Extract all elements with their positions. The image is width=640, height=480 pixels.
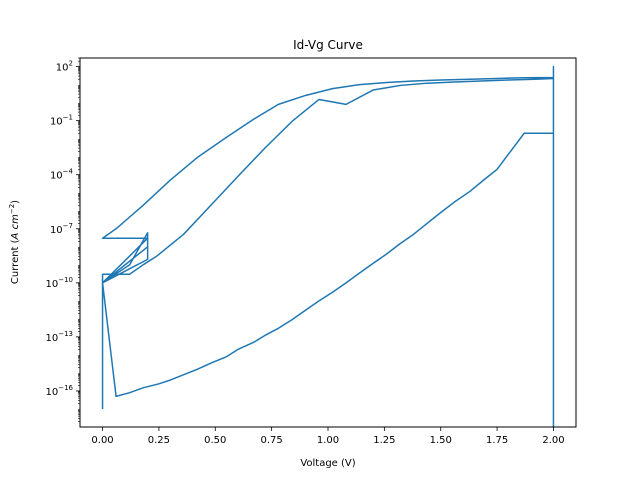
- x-tick-label: 1.50: [430, 435, 452, 446]
- y-tick-label: 10−1: [50, 114, 73, 128]
- x-tick-label: 0.25: [148, 435, 170, 446]
- x-tick-label: 0.50: [204, 435, 226, 446]
- y-tick-label: 10−16: [45, 384, 73, 398]
- plot-line-layer: [101, 65, 555, 428]
- x-tick-label: 2.00: [542, 435, 564, 446]
- y-axis-label-suffix: ): [10, 200, 21, 204]
- x-tick-label: 1.25: [373, 435, 395, 446]
- y-tick-label: 10−10: [45, 276, 73, 290]
- y-tick-label: 10−4: [50, 168, 74, 182]
- x-axis-label: Voltage (V): [300, 458, 355, 469]
- y-axis-label: Current (A cm−2): [8, 200, 21, 284]
- y-tick-label: 102: [56, 60, 73, 74]
- y-tick-label: 10−13: [45, 330, 73, 344]
- x-tick-label: 0.75: [261, 435, 283, 446]
- y-axis-label-prefix: Current (: [10, 239, 21, 284]
- y-axis-label-unit-cm: cm: [10, 214, 21, 229]
- x-axis-ticks: 0.00 0.25 0.50 0.75 1.00 1.25 1.50 1.75 2.00: [91, 427, 565, 446]
- chart-title: Id-Vg Curve: [293, 38, 363, 52]
- y-tick-label: 10−7: [50, 222, 73, 236]
- series-line-0: [101, 65, 555, 428]
- x-tick-label: 1.00: [317, 435, 339, 446]
- y-axis-label-unit-a: A: [10, 232, 21, 240]
- x-tick-label: 1.75: [486, 435, 508, 446]
- y-axis-label-exponent: −2: [8, 204, 16, 214]
- y-axis-ticks: 10−16 10−13 10−10 10−7 10−4 10−1 102: [45, 57, 80, 422]
- x-tick-label: 0.00: [91, 435, 113, 446]
